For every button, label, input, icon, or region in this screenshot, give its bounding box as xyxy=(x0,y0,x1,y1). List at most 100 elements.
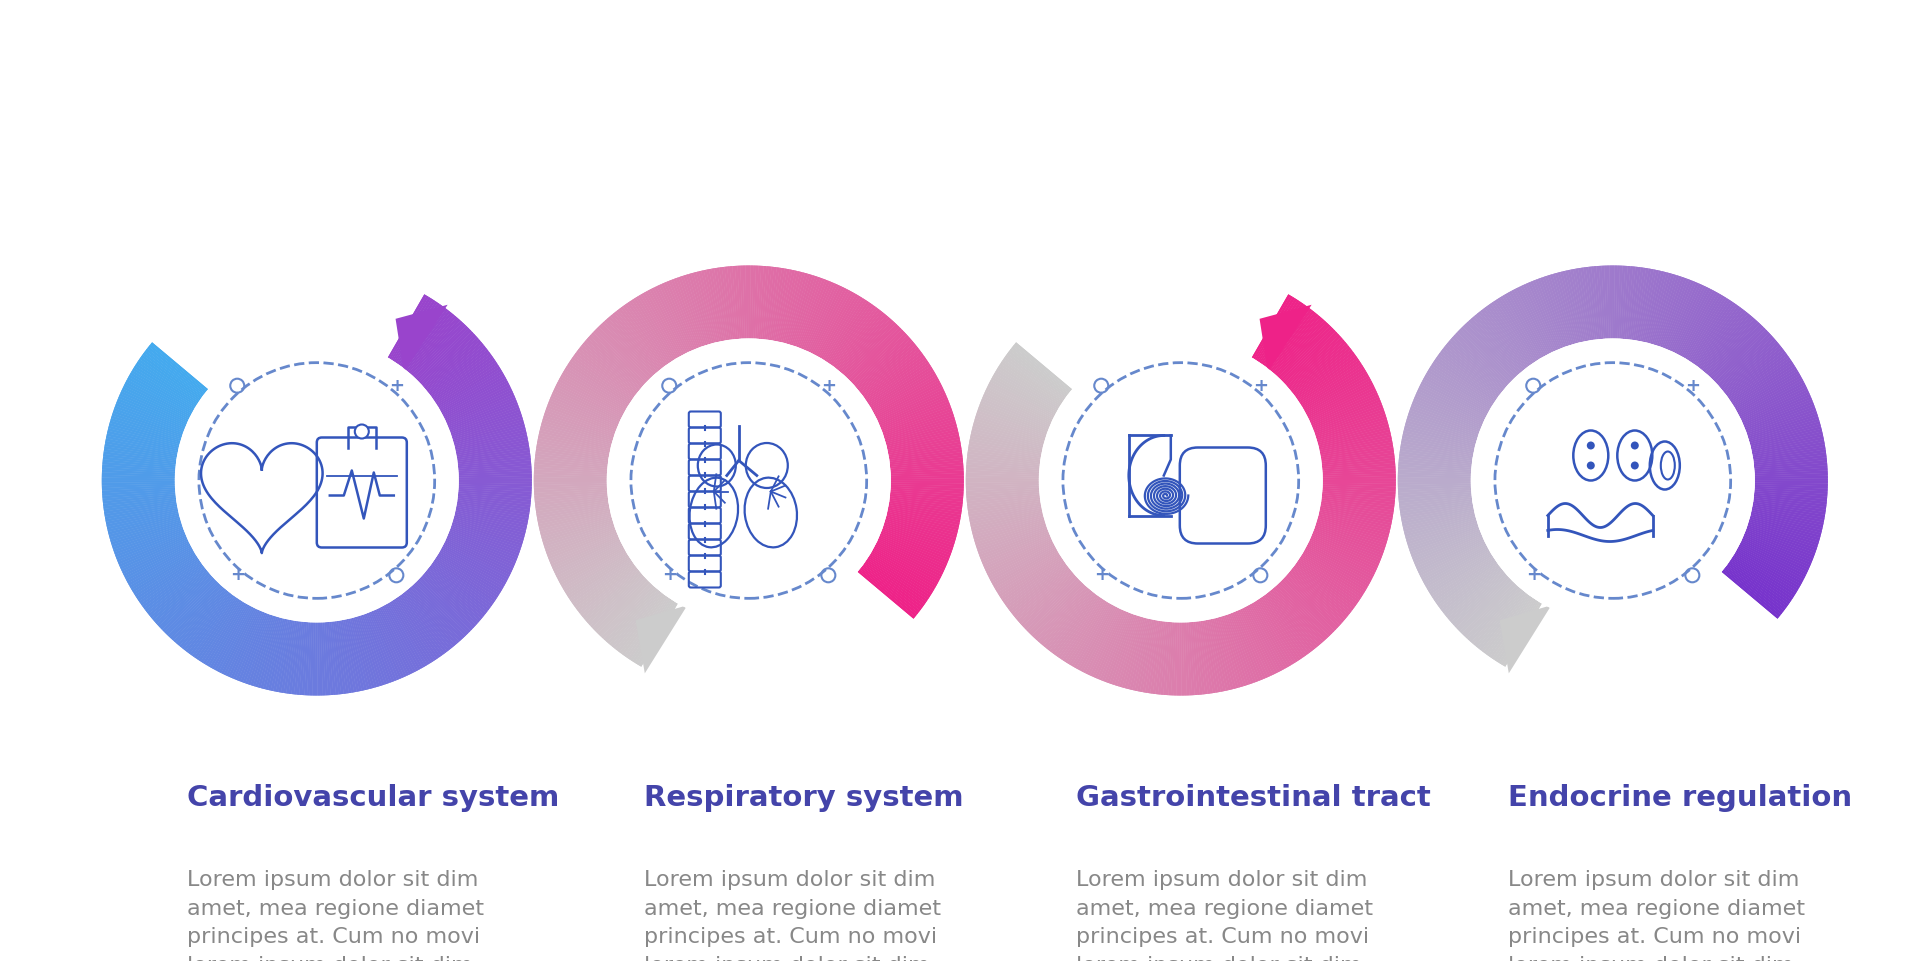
Wedge shape xyxy=(593,579,647,631)
Wedge shape xyxy=(1108,614,1133,683)
Wedge shape xyxy=(250,616,275,686)
Wedge shape xyxy=(1699,310,1745,369)
Wedge shape xyxy=(215,605,252,671)
Wedge shape xyxy=(970,505,1041,519)
Wedge shape xyxy=(858,345,918,392)
Wedge shape xyxy=(132,554,196,595)
Wedge shape xyxy=(207,603,246,667)
Wedge shape xyxy=(451,414,522,438)
Wedge shape xyxy=(442,376,505,412)
Wedge shape xyxy=(1323,471,1396,476)
Wedge shape xyxy=(165,581,219,635)
Wedge shape xyxy=(536,503,609,516)
Wedge shape xyxy=(883,527,952,553)
Wedge shape xyxy=(891,479,964,480)
Wedge shape xyxy=(534,461,607,470)
Wedge shape xyxy=(148,569,207,616)
Wedge shape xyxy=(1720,341,1778,389)
Wedge shape xyxy=(541,516,612,537)
Wedge shape xyxy=(1707,318,1757,375)
Wedge shape xyxy=(1275,319,1325,375)
Wedge shape xyxy=(102,464,175,472)
Wedge shape xyxy=(419,330,472,382)
Wedge shape xyxy=(219,607,253,673)
Wedge shape xyxy=(968,494,1039,504)
Wedge shape xyxy=(1196,622,1208,694)
Wedge shape xyxy=(1398,458,1471,468)
Wedge shape xyxy=(104,456,177,466)
Wedge shape xyxy=(1302,554,1365,594)
Wedge shape xyxy=(1300,555,1363,596)
Wedge shape xyxy=(628,598,670,660)
Wedge shape xyxy=(534,490,607,498)
Wedge shape xyxy=(1634,268,1645,340)
Wedge shape xyxy=(1407,418,1476,441)
Wedge shape xyxy=(1720,339,1776,388)
Wedge shape xyxy=(1747,527,1816,553)
Wedge shape xyxy=(1317,515,1390,536)
Wedge shape xyxy=(1751,434,1824,452)
Wedge shape xyxy=(549,534,618,564)
Wedge shape xyxy=(1250,604,1286,669)
Wedge shape xyxy=(714,268,728,340)
Wedge shape xyxy=(576,564,636,609)
Wedge shape xyxy=(599,325,651,379)
Wedge shape xyxy=(540,511,611,530)
Wedge shape xyxy=(1753,496,1826,507)
Wedge shape xyxy=(1417,391,1484,423)
Wedge shape xyxy=(453,416,522,440)
Wedge shape xyxy=(115,531,184,559)
Wedge shape xyxy=(862,565,922,610)
Wedge shape xyxy=(722,267,733,339)
Wedge shape xyxy=(1196,622,1208,694)
Wedge shape xyxy=(111,523,182,548)
Wedge shape xyxy=(536,494,607,504)
Wedge shape xyxy=(582,342,639,390)
Wedge shape xyxy=(119,536,186,567)
Wedge shape xyxy=(605,319,655,376)
Wedge shape xyxy=(628,598,670,660)
Wedge shape xyxy=(455,437,528,454)
Wedge shape xyxy=(1755,473,1828,478)
Wedge shape xyxy=(113,408,182,434)
Wedge shape xyxy=(351,618,372,689)
Wedge shape xyxy=(1496,299,1536,361)
Wedge shape xyxy=(403,308,447,368)
Wedge shape xyxy=(1728,354,1788,398)
Wedge shape xyxy=(1012,344,1071,392)
Wedge shape xyxy=(1263,596,1308,656)
Wedge shape xyxy=(868,364,931,405)
Wedge shape xyxy=(678,277,705,346)
Wedge shape xyxy=(109,516,180,537)
Wedge shape xyxy=(1010,567,1069,614)
Wedge shape xyxy=(970,435,1043,453)
Wedge shape xyxy=(315,623,317,696)
Wedge shape xyxy=(1221,616,1244,687)
Wedge shape xyxy=(1296,354,1356,398)
Text: +: + xyxy=(1094,566,1108,584)
Wedge shape xyxy=(182,591,228,650)
Wedge shape xyxy=(889,450,962,461)
Wedge shape xyxy=(1421,545,1488,580)
Wedge shape xyxy=(1738,378,1803,414)
Wedge shape xyxy=(1726,349,1784,395)
Wedge shape xyxy=(1323,474,1396,478)
Wedge shape xyxy=(966,464,1039,472)
Wedge shape xyxy=(359,616,382,686)
Wedge shape xyxy=(1478,592,1526,651)
Wedge shape xyxy=(424,572,482,621)
Wedge shape xyxy=(1290,569,1348,617)
Wedge shape xyxy=(459,484,532,489)
Wedge shape xyxy=(1540,278,1567,347)
Wedge shape xyxy=(808,285,843,353)
Wedge shape xyxy=(173,586,223,643)
Wedge shape xyxy=(889,502,962,515)
Wedge shape xyxy=(858,571,916,619)
Wedge shape xyxy=(1415,537,1484,569)
Wedge shape xyxy=(1317,422,1388,443)
Wedge shape xyxy=(1010,566,1068,612)
Wedge shape xyxy=(540,512,611,531)
Wedge shape xyxy=(1649,272,1668,343)
Wedge shape xyxy=(269,619,286,691)
Wedge shape xyxy=(436,364,499,406)
